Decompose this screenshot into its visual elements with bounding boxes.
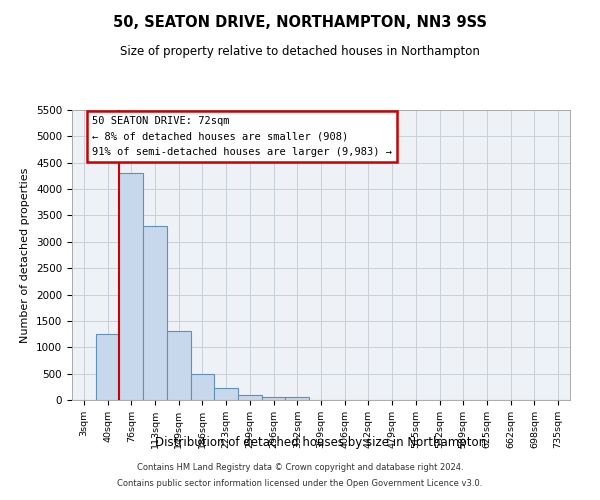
Bar bbox=[286, 397, 309, 400]
Bar bbox=[167, 332, 191, 400]
Bar bbox=[119, 174, 143, 400]
Text: Distribution of detached houses by size in Northampton: Distribution of detached houses by size … bbox=[155, 436, 487, 449]
Bar bbox=[262, 397, 286, 400]
Text: Contains HM Land Registry data © Crown copyright and database right 2024.: Contains HM Land Registry data © Crown c… bbox=[137, 464, 463, 472]
Bar bbox=[238, 396, 262, 400]
Bar bbox=[143, 226, 167, 400]
Bar bbox=[214, 388, 238, 400]
Bar bbox=[96, 334, 119, 400]
Text: 50, SEATON DRIVE, NORTHAMPTON, NN3 9SS: 50, SEATON DRIVE, NORTHAMPTON, NN3 9SS bbox=[113, 15, 487, 30]
Bar bbox=[191, 374, 214, 400]
Y-axis label: Number of detached properties: Number of detached properties bbox=[20, 168, 31, 342]
Text: 50 SEATON DRIVE: 72sqm
← 8% of detached houses are smaller (908)
91% of semi-det: 50 SEATON DRIVE: 72sqm ← 8% of detached … bbox=[92, 116, 392, 157]
Text: Contains public sector information licensed under the Open Government Licence v3: Contains public sector information licen… bbox=[118, 478, 482, 488]
Text: Size of property relative to detached houses in Northampton: Size of property relative to detached ho… bbox=[120, 45, 480, 58]
